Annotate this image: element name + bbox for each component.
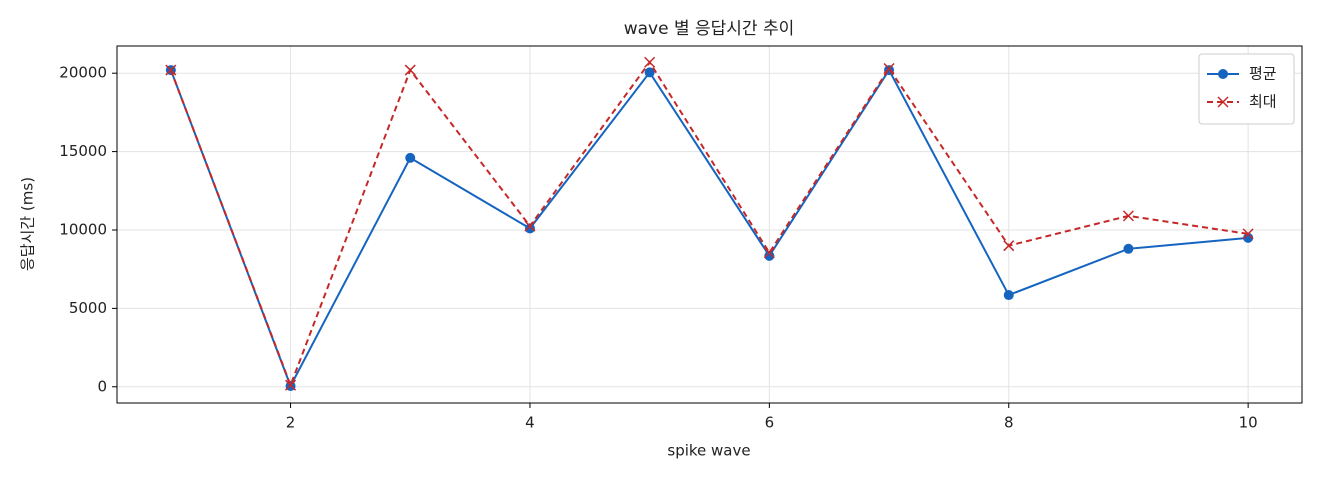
marker: [1003, 290, 1014, 301]
marker: [1123, 243, 1134, 254]
y-tick-label: 5000: [69, 299, 107, 317]
y-axis-label: 응답시간 (ms): [19, 177, 37, 271]
legend-marker: [1218, 69, 1228, 79]
marker: [285, 379, 297, 391]
line-series: [169, 68, 1249, 389]
y-tick-label: 20000: [59, 64, 107, 82]
x-tick-label: 2: [286, 414, 296, 432]
legend-marker: [1217, 96, 1229, 108]
legend-label: 최대: [1249, 93, 1277, 111]
marker: [524, 223, 535, 234]
chart-title: wave 별 응답시간 추이: [624, 19, 795, 39]
marker: [404, 64, 416, 76]
marker: [1003, 240, 1015, 252]
y-tick-label: 0: [97, 377, 107, 395]
marker: [405, 152, 416, 163]
x-tick-label: 6: [765, 414, 775, 432]
marker: [763, 247, 775, 259]
marker: [524, 220, 536, 232]
marker: [644, 56, 656, 68]
line-series: [169, 60, 1249, 389]
y-tick-label: 10000: [59, 220, 107, 238]
marker: [165, 64, 177, 76]
x-tick-label: 10: [1239, 414, 1258, 432]
x-axis-label: spike wave: [667, 442, 750, 460]
x-tick-label: 4: [525, 414, 535, 432]
marker: [764, 250, 775, 261]
marker: [883, 62, 895, 75]
marker: [1243, 232, 1254, 243]
marker: [1122, 210, 1134, 222]
legend-label: 평균: [1249, 65, 1277, 83]
marker: [644, 67, 655, 78]
x-tick-label: 8: [1004, 414, 1014, 432]
marker: [1242, 228, 1254, 240]
plot-frame: [116, 45, 1303, 404]
legend-box: [1198, 53, 1295, 125]
y-tick-label: 15000: [59, 142, 107, 160]
